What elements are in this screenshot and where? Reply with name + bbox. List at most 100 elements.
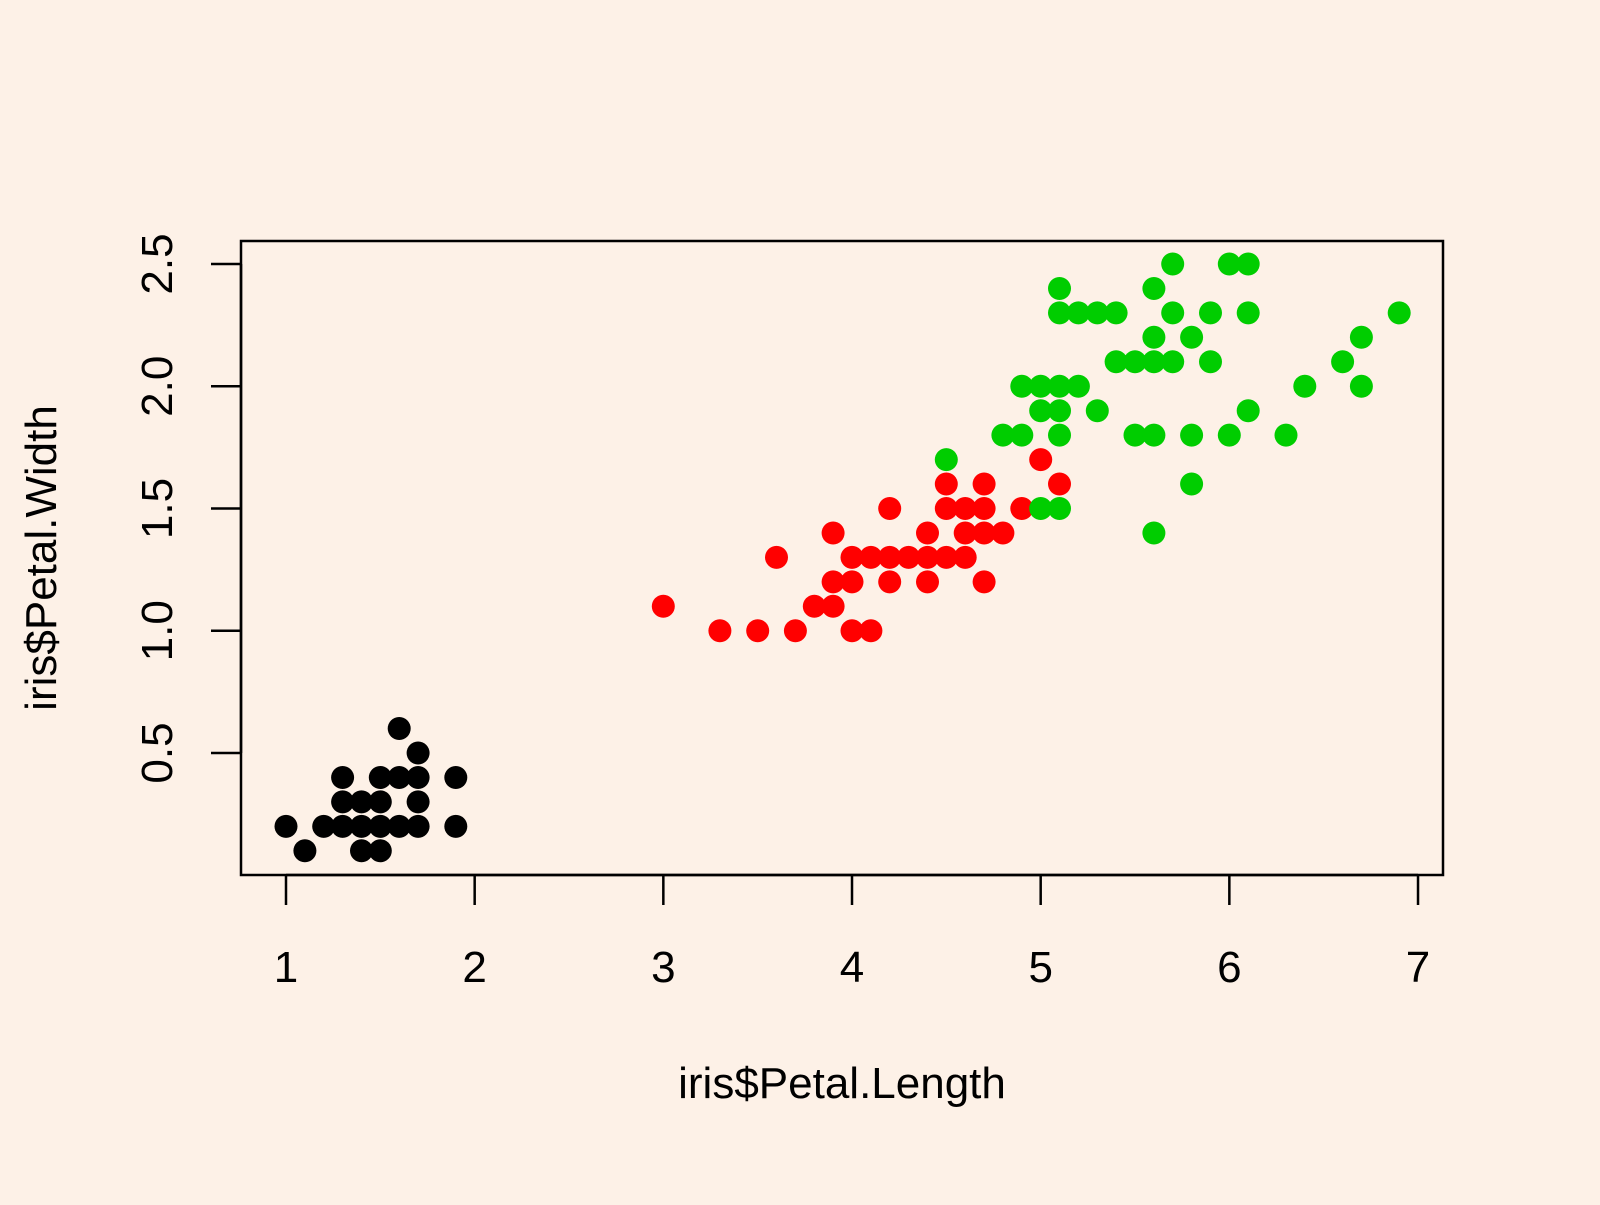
data-point: [783, 619, 807, 643]
data-point: [953, 497, 977, 520]
data-point: [802, 594, 826, 618]
data-point: [708, 619, 732, 643]
data-point: [331, 814, 355, 838]
data-point: [878, 570, 902, 594]
data-point: [972, 521, 996, 545]
data-point: [1085, 399, 1109, 423]
data-point: [1180, 325, 1204, 349]
x-tick-label: 6: [1217, 943, 1241, 992]
data-point: [972, 570, 996, 594]
data-point: [331, 790, 355, 814]
y-tick-label: 2.5: [133, 233, 182, 294]
y-tick-label: 1.5: [133, 478, 182, 539]
data-point: [368, 814, 392, 838]
data-point: [1142, 277, 1166, 300]
data-point: [916, 521, 939, 545]
data-point: [350, 839, 373, 863]
data-point: [1236, 252, 1260, 276]
data-point: [387, 717, 411, 740]
data-point: [916, 545, 939, 569]
data-point: [1123, 423, 1147, 447]
data-point: [387, 814, 411, 838]
data-point: [1048, 497, 1071, 520]
data-point: [840, 545, 864, 569]
data-point: [1199, 350, 1222, 374]
data-point: [1236, 399, 1260, 423]
data-point: [1142, 423, 1166, 447]
data-point: [1104, 350, 1128, 374]
x-tick-label: 5: [1028, 943, 1052, 992]
data-point: [1048, 423, 1071, 447]
data-point: [1331, 350, 1355, 374]
data-point: [1180, 423, 1204, 447]
data-point: [293, 839, 317, 863]
data-point: [1048, 277, 1071, 300]
data-point: [651, 594, 675, 618]
data-point: [1048, 301, 1071, 325]
data-point: [350, 814, 373, 838]
data-point: [1029, 374, 1053, 398]
data-point: [1142, 521, 1166, 545]
data-point: [840, 619, 864, 643]
data-point: [934, 448, 958, 472]
data-point: [1349, 374, 1373, 398]
data-point: [1048, 472, 1071, 496]
data-point: [1104, 301, 1128, 325]
data-point: [1066, 301, 1090, 325]
data-point: [1274, 423, 1298, 447]
data-point: [1123, 350, 1147, 374]
data-point: [406, 790, 430, 814]
x-axis-title: iris$Petal.Length: [678, 1059, 1006, 1108]
data-point: [406, 814, 430, 838]
data-point: [916, 570, 939, 594]
data-point: [821, 594, 845, 618]
data-point: [1010, 497, 1034, 520]
data-point: [878, 497, 902, 520]
data-point: [859, 545, 883, 569]
data-point: [312, 814, 336, 838]
y-axis: 0.5 1.0 1.5 2.0 2.5: [133, 233, 243, 784]
data-point: [934, 472, 958, 496]
x-axis: 1 2 3 4 5 6 7: [274, 873, 1430, 992]
data-point: [1029, 399, 1053, 423]
y-tick-label: 2.0: [133, 356, 182, 417]
data-point: [1293, 374, 1317, 398]
y-axis-title: iris$Petal.Width: [17, 405, 66, 711]
y-tick-label: 0.5: [133, 722, 182, 783]
data-point: [444, 814, 468, 838]
data-point: [1048, 399, 1071, 423]
data-point: [821, 521, 845, 545]
data-point: [1199, 301, 1222, 325]
data-point: [1161, 301, 1185, 325]
data-point: [1010, 423, 1034, 447]
series-setosa: [274, 717, 468, 863]
data-point: [934, 545, 958, 569]
data-point: [953, 521, 977, 545]
data-point: [1349, 325, 1373, 349]
data-point: [953, 545, 977, 569]
data-point: [972, 472, 996, 496]
data-points: [274, 252, 1411, 863]
series-versicolor: [651, 448, 1071, 643]
data-point: [1142, 350, 1166, 374]
data-point: [1029, 448, 1053, 472]
x-tick-label: 3: [651, 943, 675, 992]
data-point: [1161, 350, 1185, 374]
data-point: [821, 570, 845, 594]
data-point: [1048, 374, 1071, 398]
data-point: [991, 423, 1015, 447]
data-point: [406, 741, 430, 765]
data-point: [859, 619, 883, 643]
data-point: [406, 766, 430, 789]
data-point: [368, 839, 392, 863]
x-tick-label: 4: [840, 943, 864, 992]
data-point: [1142, 325, 1166, 349]
data-point: [444, 766, 468, 789]
data-point: [746, 619, 770, 643]
data-point: [840, 570, 864, 594]
data-point: [1085, 301, 1109, 325]
data-point: [934, 497, 958, 520]
data-point: [878, 545, 902, 569]
